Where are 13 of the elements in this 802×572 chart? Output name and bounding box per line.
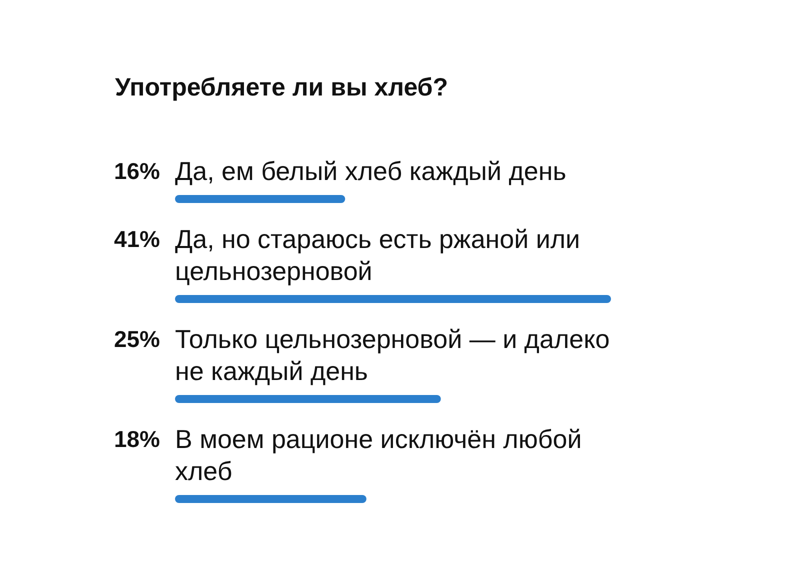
- chart-title: Употребляете ли вы хлеб?: [115, 74, 448, 102]
- bar: [175, 195, 346, 203]
- data-label: 18%: [114, 426, 160, 452]
- bar: [175, 395, 441, 403]
- y-tick-label: Да, но стараюсь есть ржаной или цельнозерновой: [175, 224, 580, 286]
- data-label: 25%: [114, 326, 160, 352]
- data-label: 41%: [114, 226, 160, 252]
- bar: [175, 495, 366, 503]
- y-tick-label: Да, ем белый хлеб каждый день: [175, 156, 566, 186]
- y-tick-label: В моем рационе исключён любой хлеб: [175, 424, 582, 486]
- bar: [175, 295, 611, 303]
- data-label: 16%: [114, 158, 160, 184]
- y-tick-label: Только цельнозерновой — и далеко не каждый день: [175, 324, 610, 386]
